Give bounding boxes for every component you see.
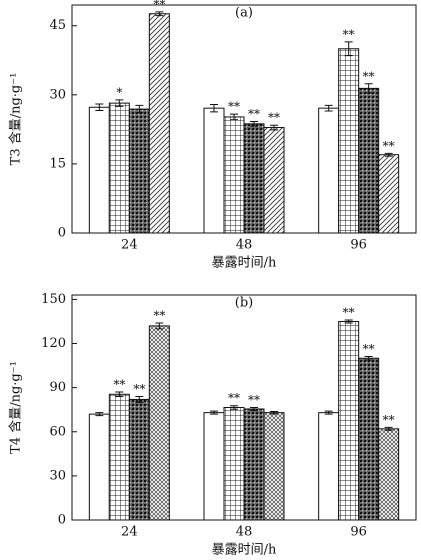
y-tick-label: 120 (41, 336, 66, 351)
y-tick-label: 0 (58, 226, 66, 241)
significance-label: * (116, 85, 122, 99)
error-bar (135, 104, 144, 114)
error-bar (115, 99, 124, 107)
x-tick-label: 24 (121, 525, 138, 540)
bar (88, 413, 110, 521)
plot-frame (71, 294, 417, 521)
bar (243, 408, 265, 521)
significance-label: ** (343, 27, 355, 41)
bar (148, 13, 170, 234)
bar (223, 407, 245, 521)
error-bar (344, 41, 353, 57)
x-tick-label: 24 (121, 238, 138, 253)
significance-label: ** (248, 107, 260, 121)
significance-label: ** (228, 391, 240, 405)
y-axis-label: T4 含量/ng·g⁻¹ (8, 361, 24, 454)
bar (358, 87, 380, 234)
error-bar (270, 124, 278, 131)
y-tick-label: 0 (58, 513, 66, 528)
significance-label: ** (343, 306, 355, 320)
significance-label: ** (153, 0, 165, 11)
bar (88, 106, 110, 234)
error-bar (384, 152, 393, 157)
significance-label: ** (228, 100, 240, 114)
bar (338, 48, 360, 234)
error-bar (324, 104, 333, 112)
y-tick-label: 30 (49, 468, 66, 483)
error-bar (364, 355, 373, 361)
bar (358, 357, 380, 521)
significance-label: ** (363, 69, 375, 83)
error-bar (344, 319, 353, 324)
significance-label: ** (383, 413, 395, 427)
y-tick-label: 45 (49, 18, 66, 33)
x-axis-label: 暴露时间/h (212, 543, 277, 558)
x-tick-label: 48 (236, 525, 253, 540)
y-tick-label: 90 (49, 380, 66, 395)
bar (203, 107, 225, 234)
error-bar (230, 405, 238, 410)
bar (148, 325, 170, 521)
error-bar (250, 407, 258, 411)
error-bar (135, 395, 144, 403)
plot-frame (71, 4, 417, 234)
significance-label: ** (363, 342, 375, 356)
significance-label: ** (268, 111, 280, 125)
bar (318, 412, 340, 521)
bar (108, 102, 130, 234)
x-tick-label: 96 (350, 525, 367, 540)
bar (338, 320, 360, 521)
error-bar (115, 391, 124, 397)
bar (203, 412, 225, 521)
error-bar (270, 410, 278, 415)
significance-label: ** (133, 382, 145, 396)
x-axis-label: 暴露时间/h (212, 256, 277, 271)
error-bar (230, 113, 238, 121)
y-tick-label: 30 (49, 87, 66, 102)
x-tick-label: 48 (236, 238, 253, 253)
bar (318, 107, 340, 234)
bar (263, 412, 285, 521)
error-bar (210, 103, 218, 113)
y-tick-label: 60 (49, 424, 66, 439)
bar (243, 123, 265, 234)
error-bar (210, 410, 218, 415)
significance-label: ** (248, 393, 260, 407)
error-bar (364, 83, 373, 94)
bar (128, 108, 150, 234)
bar (108, 393, 130, 521)
y-tick-label: 15 (49, 156, 66, 171)
error-bar (95, 412, 104, 417)
bar (223, 116, 245, 234)
chart-title: (b) (235, 296, 253, 311)
error-bar (155, 11, 164, 17)
error-bar (155, 322, 164, 330)
significance-label: ** (383, 139, 395, 153)
bar (378, 428, 400, 521)
y-tick-label: 150 (41, 292, 66, 307)
error-bar (95, 103, 104, 111)
y-axis-label: T3 含量/ng·g⁻¹ (8, 73, 24, 166)
x-tick-label: 96 (350, 238, 367, 253)
significance-label: ** (113, 378, 125, 392)
error-bar (384, 426, 393, 431)
bar (263, 127, 285, 234)
error-bar (324, 410, 333, 415)
significance-label: ** (153, 308, 165, 322)
bar (128, 398, 150, 521)
chart-title: (a) (235, 6, 253, 21)
error-bar (250, 121, 258, 127)
bar (378, 154, 400, 234)
